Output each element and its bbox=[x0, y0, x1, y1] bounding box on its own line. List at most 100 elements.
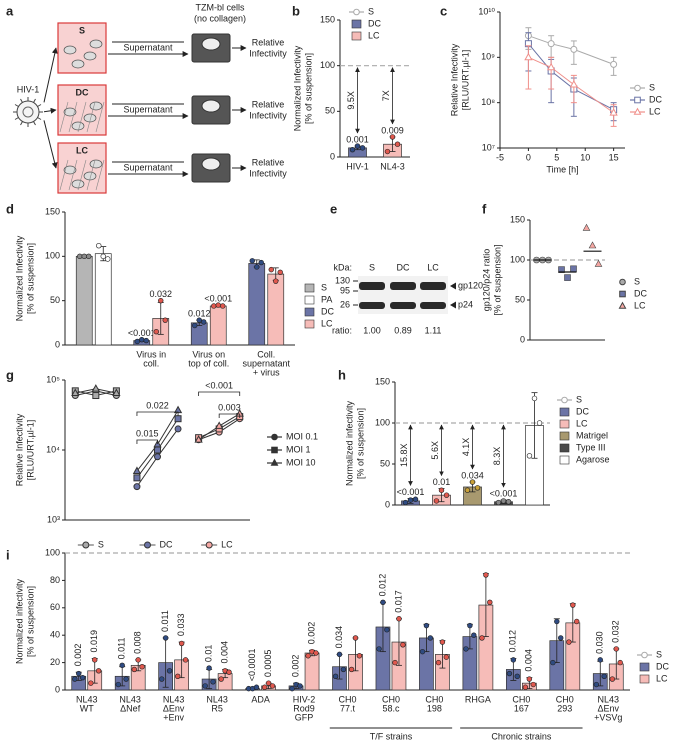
collagen-fiber bbox=[77, 159, 87, 191]
data-point bbox=[196, 317, 202, 323]
data-point bbox=[162, 317, 168, 323]
legend-swatch bbox=[304, 283, 315, 293]
x-tick-label: ADA bbox=[251, 694, 270, 704]
p-value: 0.004 bbox=[219, 641, 229, 664]
legend-label: Agarose bbox=[576, 454, 610, 464]
data-point bbox=[175, 673, 181, 679]
data-point bbox=[570, 602, 576, 608]
y-axis-label: [% of suspension] bbox=[25, 586, 35, 657]
significance-bracket bbox=[198, 391, 241, 396]
data-point bbox=[134, 338, 140, 345]
data-point bbox=[359, 145, 366, 151]
cell bbox=[71, 179, 85, 189]
legend-swatch bbox=[351, 19, 362, 29]
x-tick-label: HIV-2 bbox=[293, 694, 316, 704]
x-tick-label: 293 bbox=[557, 703, 572, 713]
data-point bbox=[96, 242, 102, 249]
series-line bbox=[528, 56, 614, 114]
data-point bbox=[427, 635, 434, 641]
virus-spike bbox=[33, 98, 36, 103]
p-value: 0.034 bbox=[461, 470, 484, 480]
y-axis-label: Normalized infectivity bbox=[344, 400, 354, 486]
data-point bbox=[77, 253, 83, 260]
y-tick-label: 80 bbox=[50, 575, 60, 585]
data-point bbox=[253, 684, 260, 690]
legend-marker bbox=[633, 107, 642, 115]
band bbox=[359, 282, 385, 290]
band bbox=[390, 302, 416, 309]
legend-label: S bbox=[649, 82, 655, 92]
data-point bbox=[469, 479, 476, 485]
x-tick-label: RHGA bbox=[465, 694, 491, 704]
legend-label: LC bbox=[634, 300, 646, 310]
x-tick-label: Virus on bbox=[192, 349, 225, 359]
data-point bbox=[162, 635, 169, 641]
x-tick-label: 0 bbox=[526, 152, 531, 162]
data-point bbox=[261, 684, 268, 690]
x-tick-label: supernatant bbox=[242, 358, 290, 368]
legend-swatch bbox=[559, 443, 570, 453]
data-point bbox=[613, 646, 619, 652]
legend-label: S bbox=[656, 649, 662, 659]
band-pointer bbox=[450, 282, 456, 290]
x-tick-label: ΔNef bbox=[120, 703, 141, 713]
y-tick-label: 100 bbox=[375, 417, 390, 427]
y-axis-label: Normalized Infectivity bbox=[292, 45, 302, 131]
p-value: 0.012 bbox=[377, 574, 387, 597]
panel-label: d bbox=[6, 201, 14, 216]
x-tick-label: CH0 bbox=[338, 694, 356, 704]
legend-label: S bbox=[634, 276, 640, 286]
collagen-fiber bbox=[77, 101, 87, 133]
x-tick-label: 5 bbox=[554, 152, 559, 162]
panel-label: a bbox=[6, 3, 14, 18]
virus-spike bbox=[37, 104, 42, 107]
data-point bbox=[547, 40, 555, 48]
band bbox=[420, 282, 446, 290]
data-point bbox=[594, 259, 603, 267]
p-value: 0.001 bbox=[346, 134, 369, 144]
significance-bracket bbox=[218, 413, 241, 418]
transfer-label: Supernatant bbox=[123, 162, 173, 172]
target-label: (no collagen) bbox=[194, 13, 246, 23]
band-label: gp120 bbox=[458, 280, 483, 290]
data-point bbox=[336, 651, 343, 658]
virus-spike bbox=[20, 98, 23, 103]
p-value: 0.002 bbox=[73, 644, 83, 667]
x-tick-label: WT bbox=[80, 703, 94, 713]
data-point bbox=[384, 148, 391, 155]
p-value: 0.004 bbox=[524, 649, 534, 672]
y-axis-label: [% of suspension] bbox=[355, 408, 365, 479]
y-tick-label: 10⁷ bbox=[482, 142, 495, 152]
data-point bbox=[412, 496, 419, 502]
virus-label: HIV-1 bbox=[17, 84, 40, 94]
data-point bbox=[574, 618, 580, 625]
data-point bbox=[435, 659, 442, 666]
data-point bbox=[601, 673, 607, 679]
legend-label: S bbox=[98, 539, 104, 549]
p-value: <0.0001 bbox=[247, 648, 257, 681]
legend-label: MOI 0.1 bbox=[286, 431, 318, 441]
data-point bbox=[297, 683, 303, 689]
legend-marker bbox=[353, 8, 360, 16]
x-tick-label: NL43 bbox=[598, 694, 620, 704]
data-point bbox=[91, 384, 100, 392]
p-value: 0.032 bbox=[149, 289, 172, 299]
x-tick-label: top of coll. bbox=[188, 358, 229, 368]
y-tick-label: 40 bbox=[50, 630, 60, 640]
x-tick-label: ΔEnv bbox=[598, 703, 620, 713]
y-axis-label: Normalized Infectivity bbox=[14, 235, 24, 321]
p-value: 0.011 bbox=[160, 610, 170, 632]
x-tick-label: + virus bbox=[253, 367, 280, 377]
legend-label: DC bbox=[656, 661, 669, 671]
y-tick-label: 20 bbox=[50, 657, 60, 667]
data-point bbox=[487, 599, 493, 606]
size-marker: 26 bbox=[340, 299, 350, 309]
data-point bbox=[467, 622, 473, 629]
p-value: 0.009 bbox=[381, 125, 404, 135]
cell bbox=[63, 107, 77, 117]
lane-label: S bbox=[369, 262, 375, 272]
data-point bbox=[530, 681, 536, 688]
arrow bbox=[43, 107, 57, 114]
data-point bbox=[423, 622, 430, 629]
x-tick-label: 198 bbox=[427, 703, 442, 713]
